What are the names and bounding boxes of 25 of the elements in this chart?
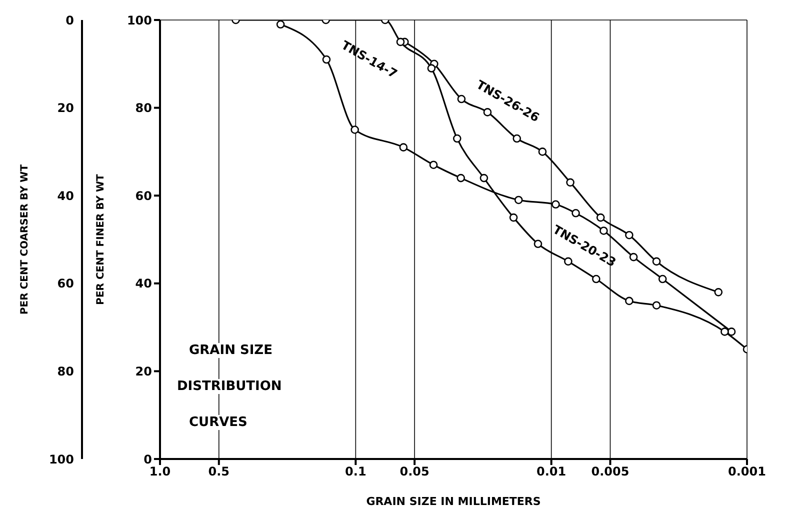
y-tick-label: 0 xyxy=(144,452,152,466)
annotation: DISTRIBUTION xyxy=(174,379,285,394)
x-tick-label: 0.1 xyxy=(345,464,366,479)
x-tick-label: 0.01 xyxy=(536,464,566,479)
y-tick-label: 80 xyxy=(135,101,152,116)
y-axis-title: PER CENT FINER BY WT xyxy=(96,174,107,305)
y-tick-label: 100 xyxy=(126,13,152,28)
y2-tick-label: 80 xyxy=(57,364,74,378)
x-axis-title: GRAIN SIZE IN MILLIMETERS xyxy=(366,495,541,508)
y2-axis-title: PER CENT COARSER BY WT xyxy=(20,164,31,315)
x-tick-label: 0.5 xyxy=(208,464,230,479)
y-tick-label: 40 xyxy=(135,276,152,291)
y-tick-label: 60 xyxy=(135,188,152,203)
x-tick-label: 0.001 xyxy=(728,464,766,479)
annotation: CURVES xyxy=(186,415,250,430)
x-tick-label: 0.05 xyxy=(400,464,430,479)
y2-tick-label: 100 xyxy=(48,452,74,466)
x-tick-label: 1.0 xyxy=(149,464,171,479)
y-tick-label: 20 xyxy=(135,364,152,378)
annotation: GRAIN SIZE xyxy=(186,343,276,358)
y2-tick-label: 0 xyxy=(66,13,74,28)
y2-tick-label: 20 xyxy=(57,101,74,116)
y2-tick-label: 40 xyxy=(57,188,74,203)
y2-tick-label: 60 xyxy=(57,276,74,291)
x-tick-label: 0.005 xyxy=(591,464,630,479)
